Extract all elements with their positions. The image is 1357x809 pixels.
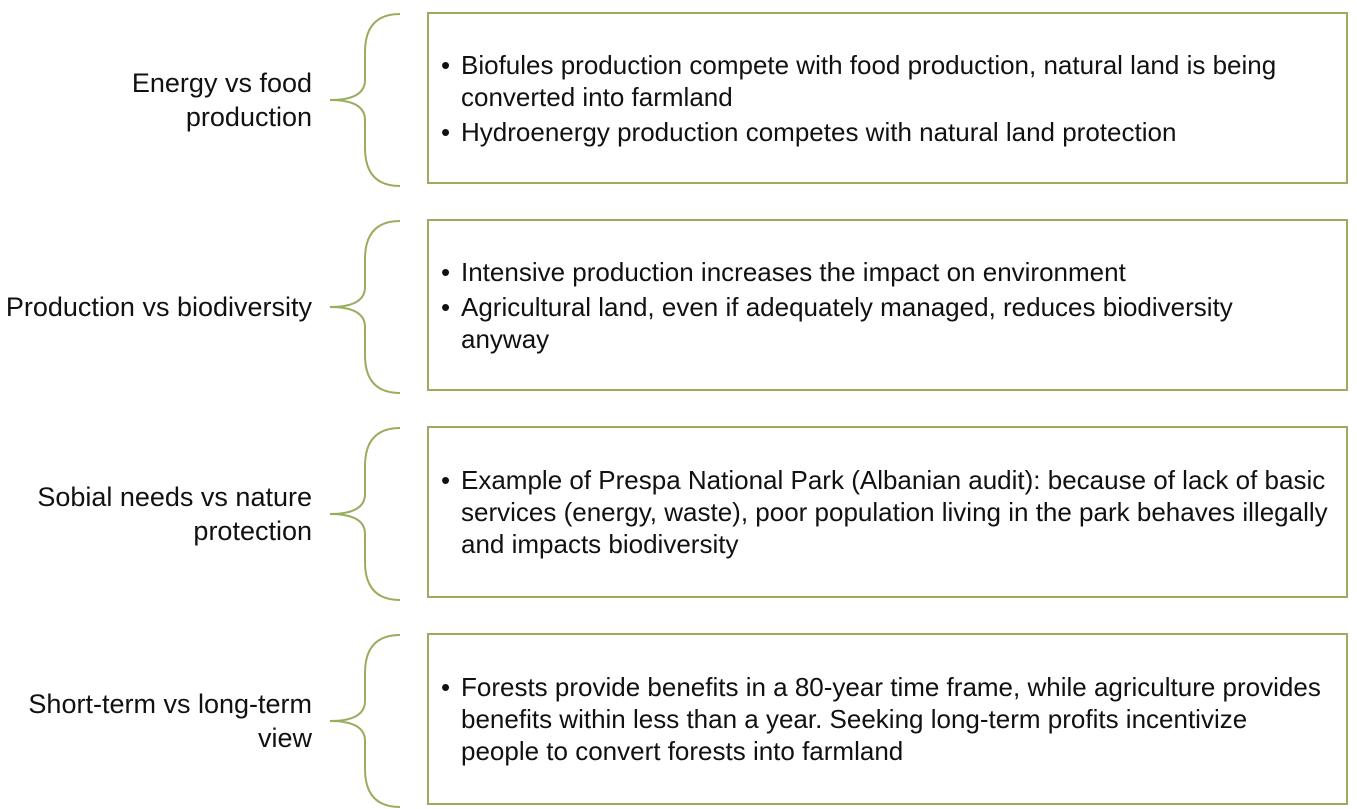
row-label: Energy vs food production: [131, 68, 312, 132]
bullet: Intensive production increases the impac…: [441, 256, 1328, 288]
bullet: Example of Prespa National Park (Albania…: [441, 464, 1328, 560]
label-cell: Sobial needs vs nature protection: [0, 426, 312, 602]
label-cell: Energy vs food production: [0, 12, 312, 188]
brace: [329, 427, 401, 601]
label-cell: Production vs biodiversity: [0, 219, 312, 395]
bullet-list: Intensive production increases the impac…: [429, 253, 1346, 358]
bullet: Forests provide benefits in a 80-year ti…: [441, 671, 1328, 767]
text-box: Forests provide benefits in a 80-year ti…: [427, 633, 1348, 805]
row-label: Production vs biodiversity: [5, 292, 312, 322]
row: Production vs biodiversity Intensive prod…: [0, 219, 1357, 395]
bullet: Hydroenergy production competes with nat…: [441, 116, 1328, 148]
row: Sobial needs vs nature protection Example…: [0, 426, 1357, 602]
text-box: Example of Prespa National Park (Albania…: [427, 426, 1348, 598]
bullet: Agricultural land, even if adequately ma…: [441, 291, 1328, 355]
row-label: Sobial needs vs nature protection: [37, 482, 312, 546]
bullet-list: Forests provide benefits in a 80-year ti…: [429, 668, 1346, 770]
row: Short-term vs long-term view Forests prov…: [0, 633, 1357, 809]
row-label: Short-term vs long-term view: [28, 689, 312, 753]
brace: [329, 634, 401, 808]
row: Energy vs food production Biofules produc…: [0, 12, 1357, 188]
text-box: Intensive production increases the impac…: [427, 219, 1348, 391]
bullet-list: Example of Prespa National Park (Albania…: [429, 461, 1346, 563]
brace: [329, 220, 401, 394]
bullet-list: Biofules production compete with food pr…: [429, 46, 1346, 151]
brace: [329, 13, 401, 187]
label-cell: Short-term vs long-term view: [0, 633, 312, 809]
bullet: Biofules production compete with food pr…: [441, 49, 1328, 113]
text-box: Biofules production compete with food pr…: [427, 12, 1348, 184]
